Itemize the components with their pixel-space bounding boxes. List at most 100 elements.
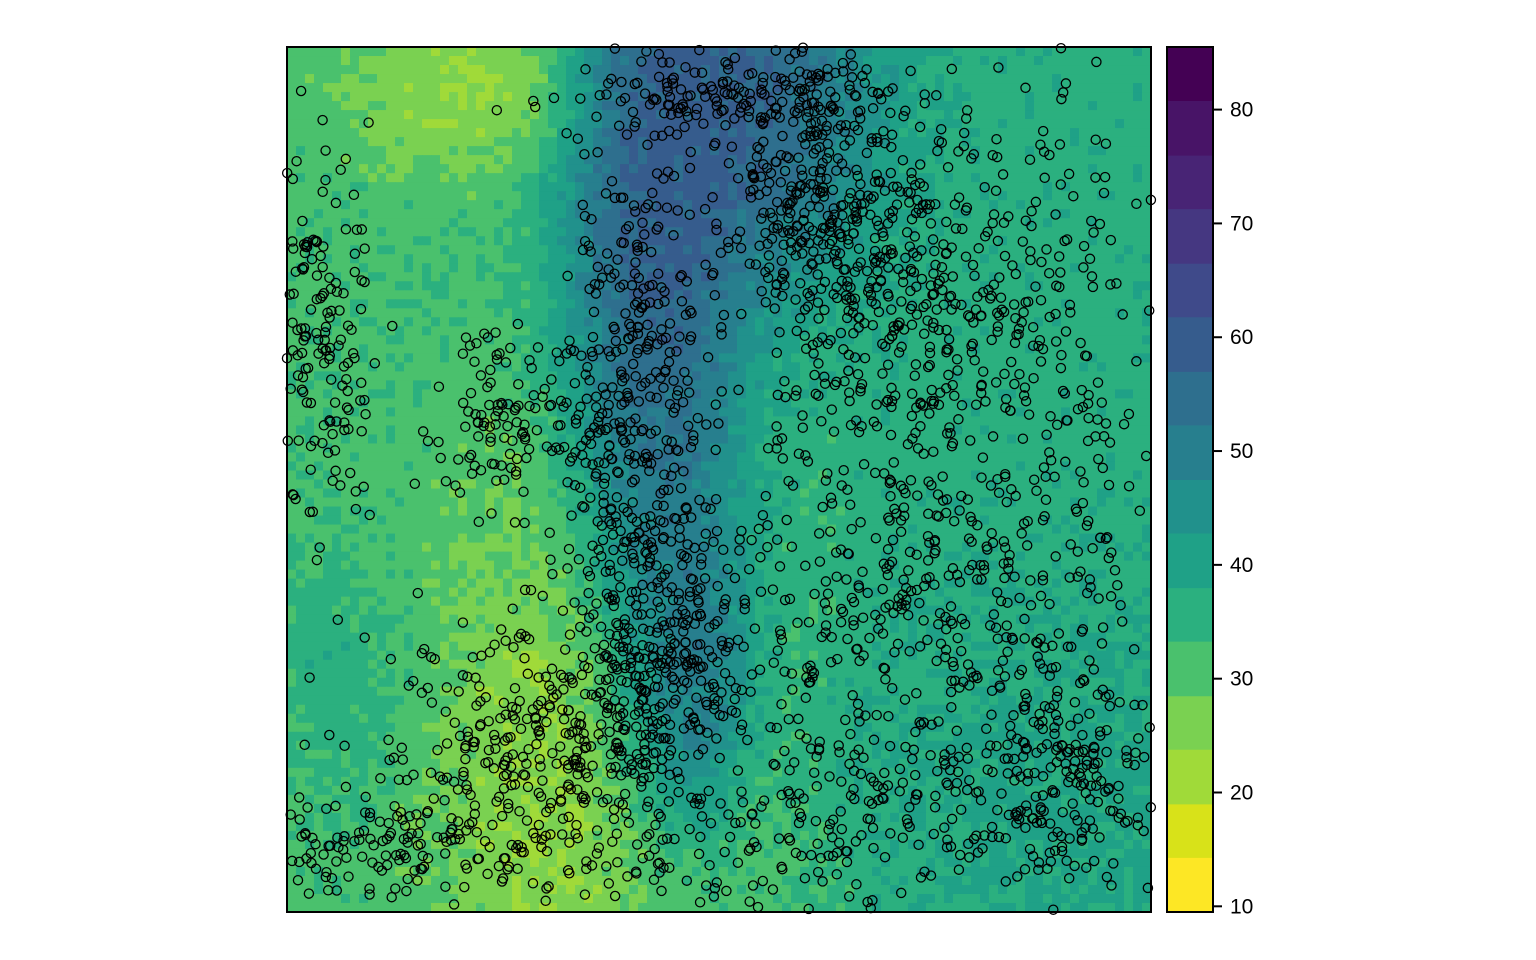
heat-cell xyxy=(980,56,990,66)
heat-cell xyxy=(953,155,963,165)
heat-cell xyxy=(350,227,360,237)
heat-cell xyxy=(746,452,756,463)
heat-cell xyxy=(737,326,747,336)
heat-cell xyxy=(1052,290,1062,300)
heat-cell xyxy=(449,290,459,300)
heat-cell xyxy=(440,245,450,255)
heat-cell xyxy=(575,398,585,409)
heat-cell xyxy=(1097,353,1107,363)
heat-cell xyxy=(1061,335,1071,345)
heat-cell xyxy=(899,425,909,436)
heat-cell xyxy=(584,362,594,372)
heat-cell xyxy=(611,380,621,390)
heat-cell xyxy=(998,407,1008,418)
heat-cell xyxy=(890,155,900,165)
heat-cell xyxy=(611,299,621,309)
heat-cell xyxy=(944,182,954,192)
heat-cell xyxy=(1124,326,1134,336)
heat-cell xyxy=(1133,335,1143,345)
heat-cell xyxy=(1124,119,1134,129)
heat-cell xyxy=(485,443,495,454)
heat-cell xyxy=(809,497,819,508)
heat-cell xyxy=(1079,290,1089,300)
heat-cell xyxy=(989,245,999,255)
heat-cell xyxy=(602,236,612,246)
heat-cell xyxy=(1142,254,1152,264)
heat-cell xyxy=(1097,398,1107,409)
heat-cell xyxy=(386,344,396,354)
heat-cell xyxy=(674,380,684,390)
heat-cell xyxy=(503,443,513,454)
heat-cell xyxy=(593,479,603,490)
heat-cell xyxy=(980,353,990,363)
heat-cell xyxy=(665,416,675,427)
heat-cell xyxy=(287,335,297,345)
heat-cell xyxy=(512,128,522,138)
heat-cell xyxy=(530,47,540,57)
heat-cell xyxy=(404,506,414,517)
heat-cell xyxy=(854,488,864,499)
heat-cell xyxy=(926,263,936,273)
heat-cell xyxy=(512,83,522,93)
heat-cell xyxy=(602,362,612,372)
heat-cell xyxy=(1088,164,1098,174)
heat-cell xyxy=(638,371,648,381)
heat-cell xyxy=(512,56,522,66)
heat-cell xyxy=(548,434,558,445)
heat-cell xyxy=(800,506,810,517)
heat-cell xyxy=(377,371,387,381)
heat-cell xyxy=(719,389,729,400)
heat-cell xyxy=(818,425,828,436)
heat-cell xyxy=(1115,434,1125,445)
heat-cell xyxy=(422,434,432,445)
heat-cell xyxy=(782,344,792,354)
heat-cell xyxy=(314,308,324,318)
heat-cell xyxy=(683,299,693,309)
heat-cell xyxy=(620,209,630,219)
heat-cell xyxy=(827,353,837,363)
heat-cell xyxy=(1133,443,1143,454)
heat-cell xyxy=(557,443,567,454)
heat-cell xyxy=(782,425,792,436)
heat-cell xyxy=(1142,191,1152,201)
heat-cell xyxy=(1025,56,1035,66)
heat-cell xyxy=(1025,236,1035,246)
heat-cell xyxy=(584,173,594,183)
heat-cell xyxy=(1061,479,1071,490)
heat-cell xyxy=(1043,164,1053,174)
heat-cell xyxy=(719,47,729,57)
heat-cell xyxy=(773,146,783,156)
heat-cell xyxy=(485,479,495,490)
heat-cell xyxy=(611,389,621,400)
heat-cell xyxy=(719,371,729,381)
heat-cell xyxy=(710,56,720,66)
heat-cell xyxy=(845,461,855,472)
heat-cell xyxy=(935,362,945,372)
heat-cell xyxy=(800,470,810,481)
heat-cell xyxy=(611,47,621,57)
heat-cell xyxy=(845,335,855,345)
heat-cell xyxy=(710,47,720,57)
heat-cell xyxy=(935,488,945,499)
heat-cell xyxy=(467,209,477,219)
heat-cell xyxy=(1070,92,1080,102)
heat-cell xyxy=(665,65,675,75)
heat-cell xyxy=(638,353,648,363)
heat-cell xyxy=(683,479,693,490)
heat-cell xyxy=(692,317,702,327)
heat-cell xyxy=(746,353,756,363)
heat-cell xyxy=(323,398,333,409)
heat-cell xyxy=(899,236,909,246)
heat-cell xyxy=(620,119,630,129)
heat-cell xyxy=(359,425,369,436)
heat-cell xyxy=(1034,416,1044,427)
heat-cell xyxy=(962,299,972,309)
heat-cell xyxy=(449,461,459,472)
heat-cell xyxy=(530,218,540,228)
heat-cell xyxy=(656,110,666,120)
heat-cell xyxy=(476,164,486,174)
heat-cell xyxy=(1043,380,1053,390)
heat-cell xyxy=(692,155,702,165)
heat-cell xyxy=(1106,335,1116,345)
heat-cell xyxy=(566,308,576,318)
